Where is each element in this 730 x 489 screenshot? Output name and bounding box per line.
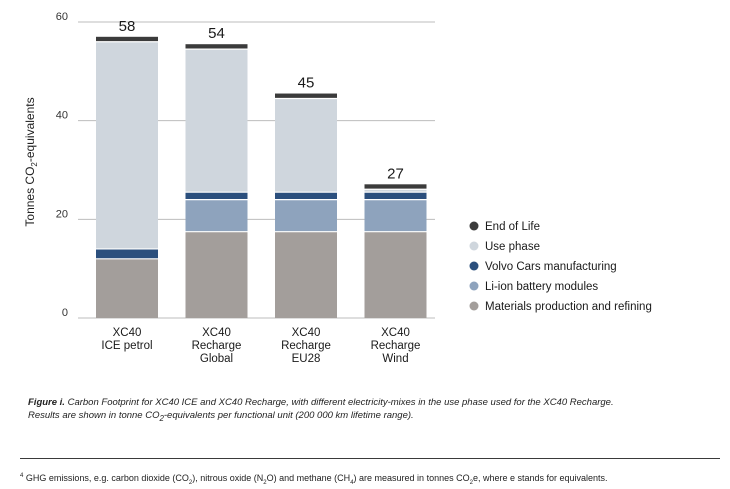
bar-segment-use-phase <box>96 41 158 249</box>
x-category-label: XC40 <box>113 327 142 339</box>
footnote: 4 GHG emissions, e.g. carbon dioxide (CO… <box>20 470 726 489</box>
total-label: 58 <box>119 18 136 35</box>
bar-segment-materials-production-and-refining <box>364 231 427 318</box>
x-category-label: Recharge <box>371 340 421 352</box>
bar-segment-end-of-life <box>364 184 427 190</box>
x-category-label: XC40 <box>202 327 231 339</box>
x-category-label: Global <box>200 353 233 365</box>
bar-segment-end-of-life <box>275 93 337 99</box>
total-label: 45 <box>298 75 315 92</box>
caption-text-1: Carbon Footprint for XC40 ICE and XC40 R… <box>28 397 614 421</box>
footnote-sub-3: 4 <box>350 479 354 486</box>
y-tick-label: 0 <box>62 307 68 319</box>
bars <box>96 36 427 318</box>
legend-label: Use phase <box>485 241 540 253</box>
legend-label: End of Life <box>485 221 540 233</box>
bar-segment-volvo-cars-manufacturing <box>364 192 427 200</box>
legend: End of Life Use phase Volvo Cars manufactu… <box>469 221 652 313</box>
x-category-label: EU28 <box>292 353 321 365</box>
caption-sub: 2 <box>159 413 164 423</box>
y-tick-labels: 0 20 40 60 <box>56 11 68 319</box>
bar-segment-use-phase <box>185 49 248 193</box>
bar-segment-volvo-cars-manufacturing <box>185 192 248 200</box>
y-tick-label: 20 <box>56 208 68 220</box>
footnote-sub-4: 2 <box>469 479 473 486</box>
footnote-sub-2: 2 <box>263 479 267 486</box>
x-category-label: Recharge <box>281 340 331 352</box>
legend-marker <box>469 221 479 231</box>
bar-segment-use-phase <box>275 98 337 193</box>
bar-segment-materials-production-and-refining <box>185 231 248 318</box>
footnote-text-5: e, where e stands for equivalents. <box>472 473 608 483</box>
total-label: 27 <box>387 165 404 182</box>
bar-segment-volvo-cars-manufacturing <box>96 248 158 259</box>
figure-caption: Figure i. Carbon Footprint for XC40 ICE … <box>28 396 628 425</box>
legend-label: Li-ion battery modules <box>485 281 598 293</box>
bar-segment-end-of-life <box>185 44 248 50</box>
bar-segment-li-ion-battery-modules <box>364 199 427 232</box>
bar-segment-materials-production-and-refining <box>96 258 158 318</box>
bar-segment-volvo-cars-manufacturing <box>275 192 337 200</box>
x-category-label: ICE petrol <box>101 340 152 352</box>
legend-marker <box>469 281 479 291</box>
bar-segment-use-phase <box>364 189 427 193</box>
y-tick-label: 60 <box>56 11 68 23</box>
footnote-text-3: O) and methane (CH <box>266 473 351 483</box>
footnote-sub-1: 2 <box>188 479 193 486</box>
x-category-label: XC40 <box>292 327 321 339</box>
footnote-text-2: ), nitrous oxide (N <box>192 473 264 483</box>
y-axis-label: Tonnes CO2-equivalents <box>23 97 39 226</box>
legend-marker <box>469 301 479 311</box>
legend-marker <box>469 241 479 251</box>
caption-label: Figure i. <box>28 397 65 408</box>
y-tick-label: 40 <box>56 110 68 122</box>
bar-segment-materials-production-and-refining <box>275 231 337 318</box>
bar-segment-end-of-life <box>96 36 158 42</box>
y-axis-title: Tonnes CO2-equivalents <box>23 97 39 226</box>
caption-text-2: -equivalents per functional unit (200 00… <box>163 410 414 421</box>
x-category-label: Recharge <box>192 340 242 352</box>
legend-label: Volvo Cars manufacturing <box>485 261 617 273</box>
bar-segment-li-ion-battery-modules <box>185 199 248 232</box>
x-category-label: XC40 <box>381 327 410 339</box>
legend-marker <box>469 261 479 271</box>
bar-segment-li-ion-battery-modules <box>275 199 337 232</box>
footnote-text-4: ) are measured in tonnes CO <box>353 473 470 483</box>
x-category-label: Wind <box>382 353 408 365</box>
total-label: 54 <box>208 25 225 42</box>
footnote-divider <box>20 458 720 459</box>
footnote-marker: 4 <box>20 473 24 479</box>
legend-label: Materials production and refining <box>485 301 652 313</box>
footnote-text-1: GHG emissions, e.g. carbon dioxide (CO <box>23 473 189 483</box>
total-labels: 58 54 45 27 <box>119 18 404 183</box>
